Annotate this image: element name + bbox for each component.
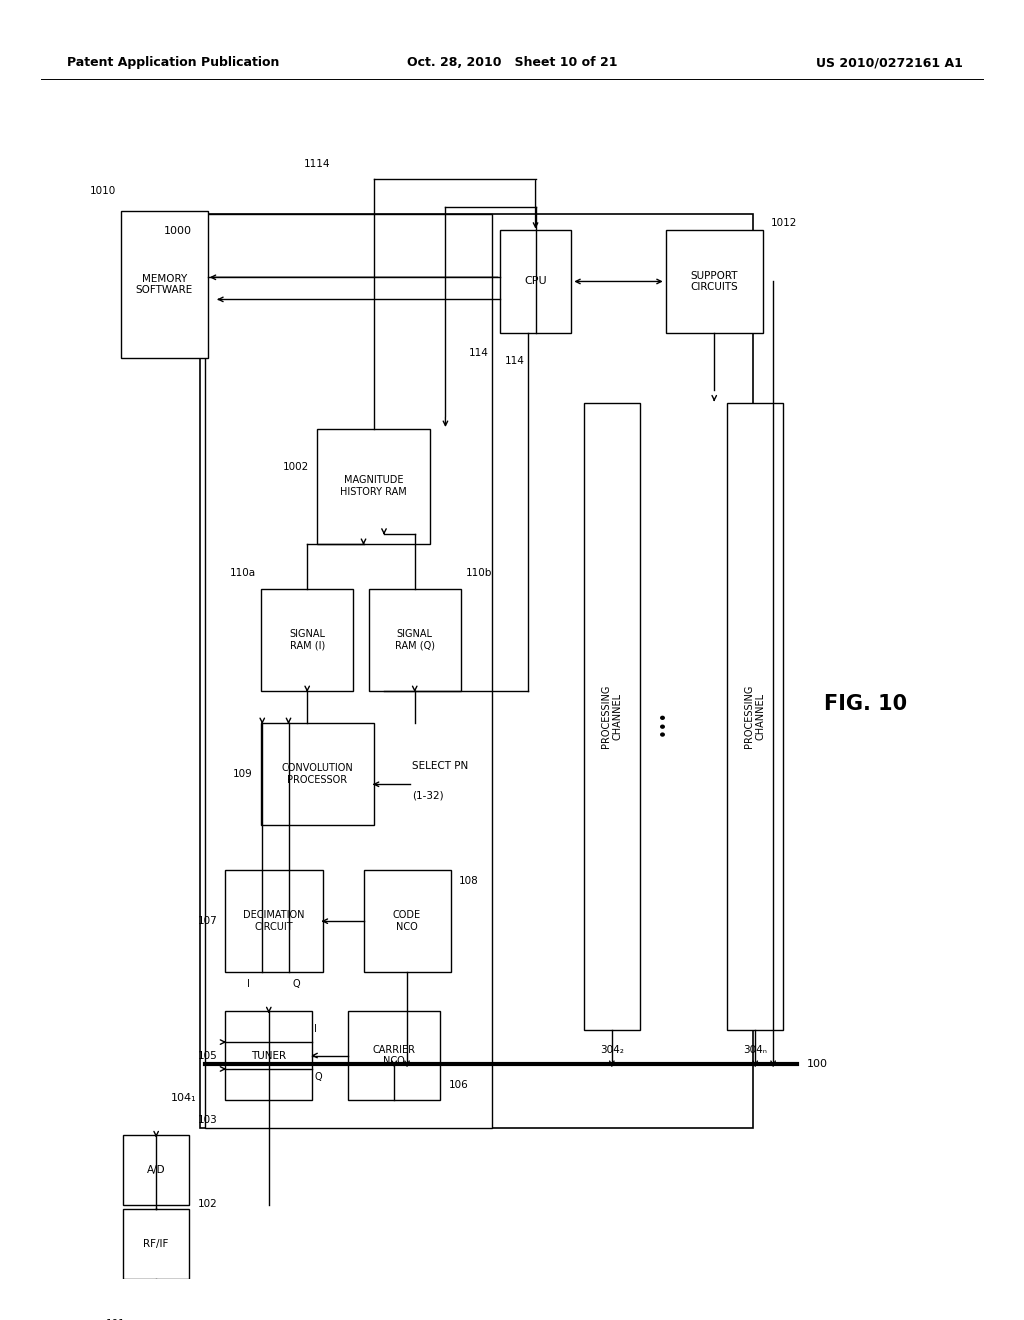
Text: 1114: 1114 bbox=[304, 158, 331, 169]
Bar bbox=[261, 589, 353, 690]
Bar bbox=[200, 214, 753, 1129]
Bar bbox=[584, 403, 640, 1030]
Text: 1000: 1000 bbox=[164, 227, 191, 236]
Text: 304₂: 304₂ bbox=[600, 1045, 624, 1055]
Text: 110b: 110b bbox=[466, 569, 493, 578]
Text: US 2010/0272161 A1: US 2010/0272161 A1 bbox=[816, 57, 963, 69]
Text: 114: 114 bbox=[505, 355, 525, 366]
Text: 104₁: 104₁ bbox=[171, 1093, 197, 1104]
Bar bbox=[666, 230, 763, 333]
Bar bbox=[364, 870, 451, 973]
Bar bbox=[123, 1209, 189, 1279]
Text: 108: 108 bbox=[459, 876, 478, 887]
Text: •••: ••• bbox=[656, 710, 671, 737]
Text: 103: 103 bbox=[198, 1114, 217, 1125]
Bar bbox=[205, 214, 492, 1129]
Text: SIGNAL
RAM (I): SIGNAL RAM (I) bbox=[289, 628, 326, 651]
Text: FIG. 10: FIG. 10 bbox=[823, 694, 907, 714]
Text: CPU: CPU bbox=[524, 276, 547, 286]
Bar bbox=[261, 723, 374, 825]
Text: SIGNAL
RAM (Q): SIGNAL RAM (Q) bbox=[394, 628, 435, 651]
Bar bbox=[727, 403, 783, 1030]
Text: SUPPORT
CIRCUITS: SUPPORT CIRCUITS bbox=[690, 271, 738, 292]
Text: 107: 107 bbox=[198, 916, 217, 927]
Text: 1012: 1012 bbox=[771, 218, 798, 227]
Text: Oct. 28, 2010   Sheet 10 of 21: Oct. 28, 2010 Sheet 10 of 21 bbox=[407, 57, 617, 69]
Text: MAGNITUDE
HISTORY RAM: MAGNITUDE HISTORY RAM bbox=[340, 475, 408, 498]
Text: Patent Application Publication: Patent Application Publication bbox=[67, 57, 279, 69]
Text: 1002: 1002 bbox=[283, 462, 309, 473]
Bar bbox=[369, 589, 461, 690]
Bar bbox=[123, 1135, 189, 1205]
Text: I: I bbox=[314, 1024, 317, 1035]
Text: 106: 106 bbox=[449, 1080, 468, 1090]
Text: 110a: 110a bbox=[229, 569, 256, 578]
Text: PROCESSING
CHANNEL: PROCESSING CHANNEL bbox=[744, 685, 766, 748]
Text: RF/IF: RF/IF bbox=[143, 1239, 169, 1249]
Text: 102: 102 bbox=[198, 1199, 217, 1209]
Text: Q: Q bbox=[314, 1072, 322, 1081]
Text: DECIMATION
CIRCUIT: DECIMATION CIRCUIT bbox=[243, 911, 305, 932]
Text: A/D: A/D bbox=[146, 1166, 166, 1175]
Bar bbox=[121, 211, 208, 358]
Bar bbox=[225, 1011, 312, 1101]
Text: I: I bbox=[247, 978, 250, 989]
Text: 109: 109 bbox=[233, 770, 253, 779]
Text: (1-32): (1-32) bbox=[412, 791, 443, 801]
Text: CONVOLUTION
PROCESSOR: CONVOLUTION PROCESSOR bbox=[282, 763, 353, 785]
Text: 1010: 1010 bbox=[89, 186, 116, 195]
Text: 100: 100 bbox=[807, 1060, 828, 1069]
Text: CODE
NCO: CODE NCO bbox=[393, 911, 421, 932]
Text: Q: Q bbox=[293, 978, 300, 989]
Text: SELECT PN: SELECT PN bbox=[412, 762, 468, 771]
Text: 105: 105 bbox=[198, 1051, 217, 1060]
Text: PROCESSING
CHANNEL: PROCESSING CHANNEL bbox=[601, 685, 623, 748]
Bar bbox=[225, 870, 323, 973]
Bar bbox=[500, 230, 571, 333]
Text: 114: 114 bbox=[469, 348, 489, 358]
Bar bbox=[317, 429, 430, 544]
Text: MEMORY
SOFTWARE: MEMORY SOFTWARE bbox=[136, 273, 193, 296]
Text: TUNER: TUNER bbox=[251, 1051, 287, 1060]
Text: CARRIER
NCO: CARRIER NCO bbox=[373, 1044, 416, 1067]
Bar bbox=[348, 1011, 440, 1101]
Text: 304ₙ: 304ₙ bbox=[743, 1045, 767, 1055]
